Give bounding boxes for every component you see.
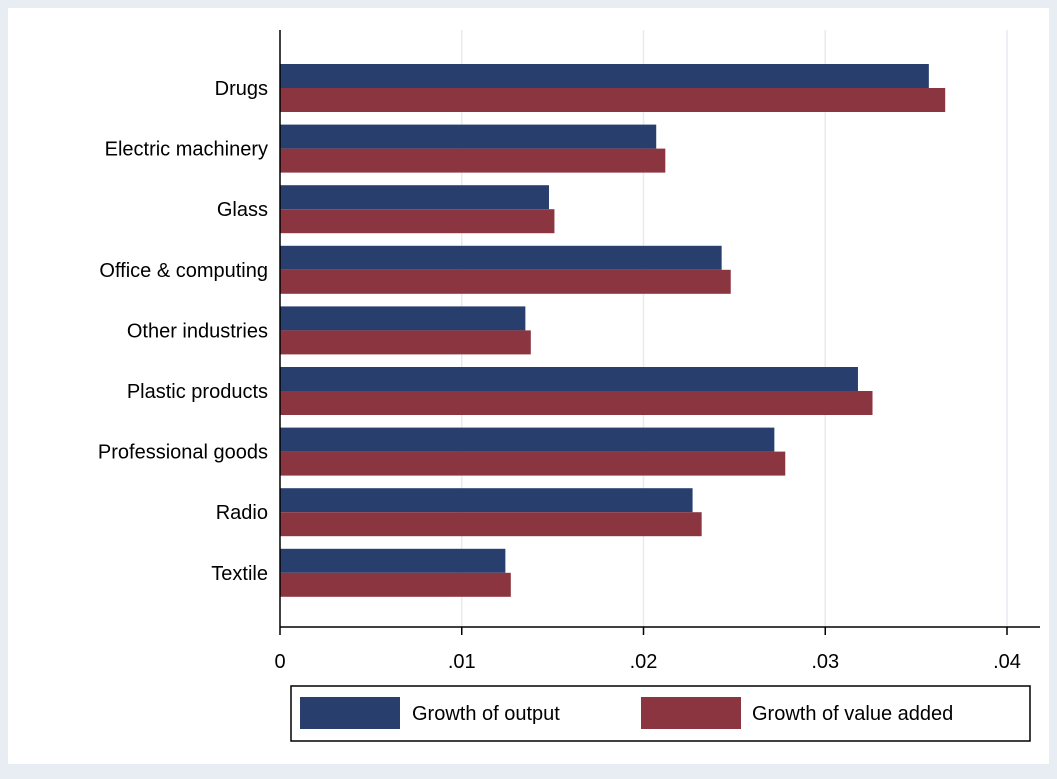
bar-output bbox=[280, 245, 722, 270]
bar-value-added bbox=[280, 330, 531, 355]
bar-output bbox=[280, 488, 693, 513]
x-tick-label: .02 bbox=[630, 651, 658, 673]
x-tick-label: .03 bbox=[811, 651, 839, 673]
bar-value-added bbox=[280, 391, 873, 415]
axes bbox=[279, 30, 1040, 628]
bar-output bbox=[280, 124, 657, 149]
bar-output bbox=[280, 185, 549, 210]
bar-value-added bbox=[280, 512, 702, 537]
bar-output bbox=[280, 367, 858, 391]
legend-swatch bbox=[300, 697, 400, 729]
category-labels: Drugs Electric machinery Glass Office & com… bbox=[98, 78, 268, 585]
x-tick-labels: 0 .01 .02 .03 .04 bbox=[274, 627, 1021, 673]
bar-value-added bbox=[280, 451, 786, 476]
category-label: Textile bbox=[211, 563, 268, 585]
legend-label: Growth of output bbox=[412, 703, 560, 725]
category-label: Other industries bbox=[127, 320, 268, 342]
bar-output bbox=[280, 64, 929, 88]
category-label: Office & computing bbox=[99, 260, 268, 282]
x-tick-label: .01 bbox=[448, 651, 476, 673]
x-tick-label: .04 bbox=[993, 651, 1021, 673]
bar-output bbox=[280, 306, 526, 331]
bars bbox=[280, 64, 946, 597]
legend: Growth of output Growth of value added bbox=[290, 685, 1031, 742]
category-label: Electric machinery bbox=[105, 139, 268, 161]
category-label: Drugs bbox=[215, 78, 268, 100]
category-label: Glass bbox=[217, 199, 268, 221]
legend-swatch bbox=[641, 697, 741, 729]
category-label: Plastic products bbox=[127, 381, 268, 403]
bar-value-added bbox=[280, 269, 731, 294]
legend-label: Growth of value added bbox=[752, 703, 953, 725]
bar-value-added bbox=[280, 572, 511, 597]
bar-value-added bbox=[280, 209, 555, 234]
bar-output bbox=[280, 427, 775, 452]
category-label: Professional goods bbox=[98, 442, 268, 464]
x-tick-label: 0 bbox=[274, 651, 285, 673]
bar-output bbox=[280, 548, 506, 573]
bar-value-added bbox=[280, 148, 666, 173]
bar-value-added bbox=[280, 88, 946, 112]
category-label: Radio bbox=[216, 502, 268, 524]
